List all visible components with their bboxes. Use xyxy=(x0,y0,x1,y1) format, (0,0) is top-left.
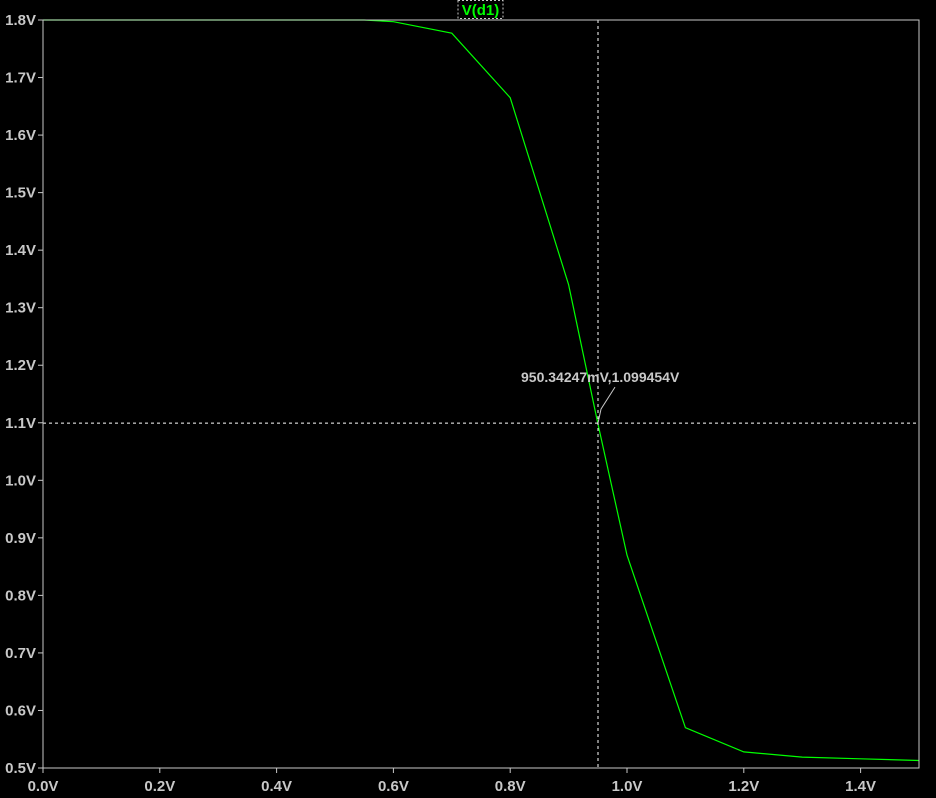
y-tick-label: 0.9V xyxy=(5,530,36,547)
x-tick-label: 0.6V xyxy=(378,778,409,795)
x-tick-label: 0.0V xyxy=(28,778,59,795)
y-tick-label: 0.6V xyxy=(5,702,36,719)
legend-box[interactable] xyxy=(457,0,504,19)
plot-frame xyxy=(42,19,920,769)
y-tick-label: 1.3V xyxy=(5,300,36,317)
y-tick-label: 1.7V xyxy=(5,70,36,87)
y-tick-label: 0.7V xyxy=(5,645,36,662)
x-tick-label: 1.4V xyxy=(845,778,876,795)
y-tick-label: 1.6V xyxy=(5,127,36,144)
y-tick-label: 1.4V xyxy=(5,242,36,259)
legend-label-v-d1[interactable]: V(d1) xyxy=(462,2,500,19)
x-tick-label: 1.2V xyxy=(728,778,759,795)
y-tick-label: 1.8V xyxy=(5,12,36,29)
y-tick-label: 1.5V xyxy=(5,185,36,202)
cursor-leader-line xyxy=(597,386,616,424)
x-tick-label: 0.2V xyxy=(144,778,175,795)
trace-layer xyxy=(43,19,920,762)
legend-layer[interactable]: V(d1) xyxy=(457,0,504,20)
cursor-layer[interactable]: 950.34247mV,1.099454V xyxy=(43,20,919,768)
y-tick-label: 1.1V xyxy=(5,415,36,432)
y-tick-label: 1.0V xyxy=(5,472,36,489)
x-tick-label: 1.0V xyxy=(612,778,643,795)
cursor-readout: 950.34247mV,1.099454V xyxy=(521,369,680,385)
ticks-layer: 0.0V 0.2V 0.4V 0.6V 0.8V 1.0V 1.2V 1.4V 1.8V 1.7V… xyxy=(5,12,876,795)
x-tick-label: 0.8V xyxy=(495,778,526,795)
y-tick-label: 0.8V xyxy=(5,587,36,604)
y-tick-label: 0.5V xyxy=(5,760,36,777)
x-tick-label: 0.4V xyxy=(261,778,292,795)
y-tick-label: 1.2V xyxy=(5,357,36,374)
trace-v-d1[interactable] xyxy=(43,19,920,762)
